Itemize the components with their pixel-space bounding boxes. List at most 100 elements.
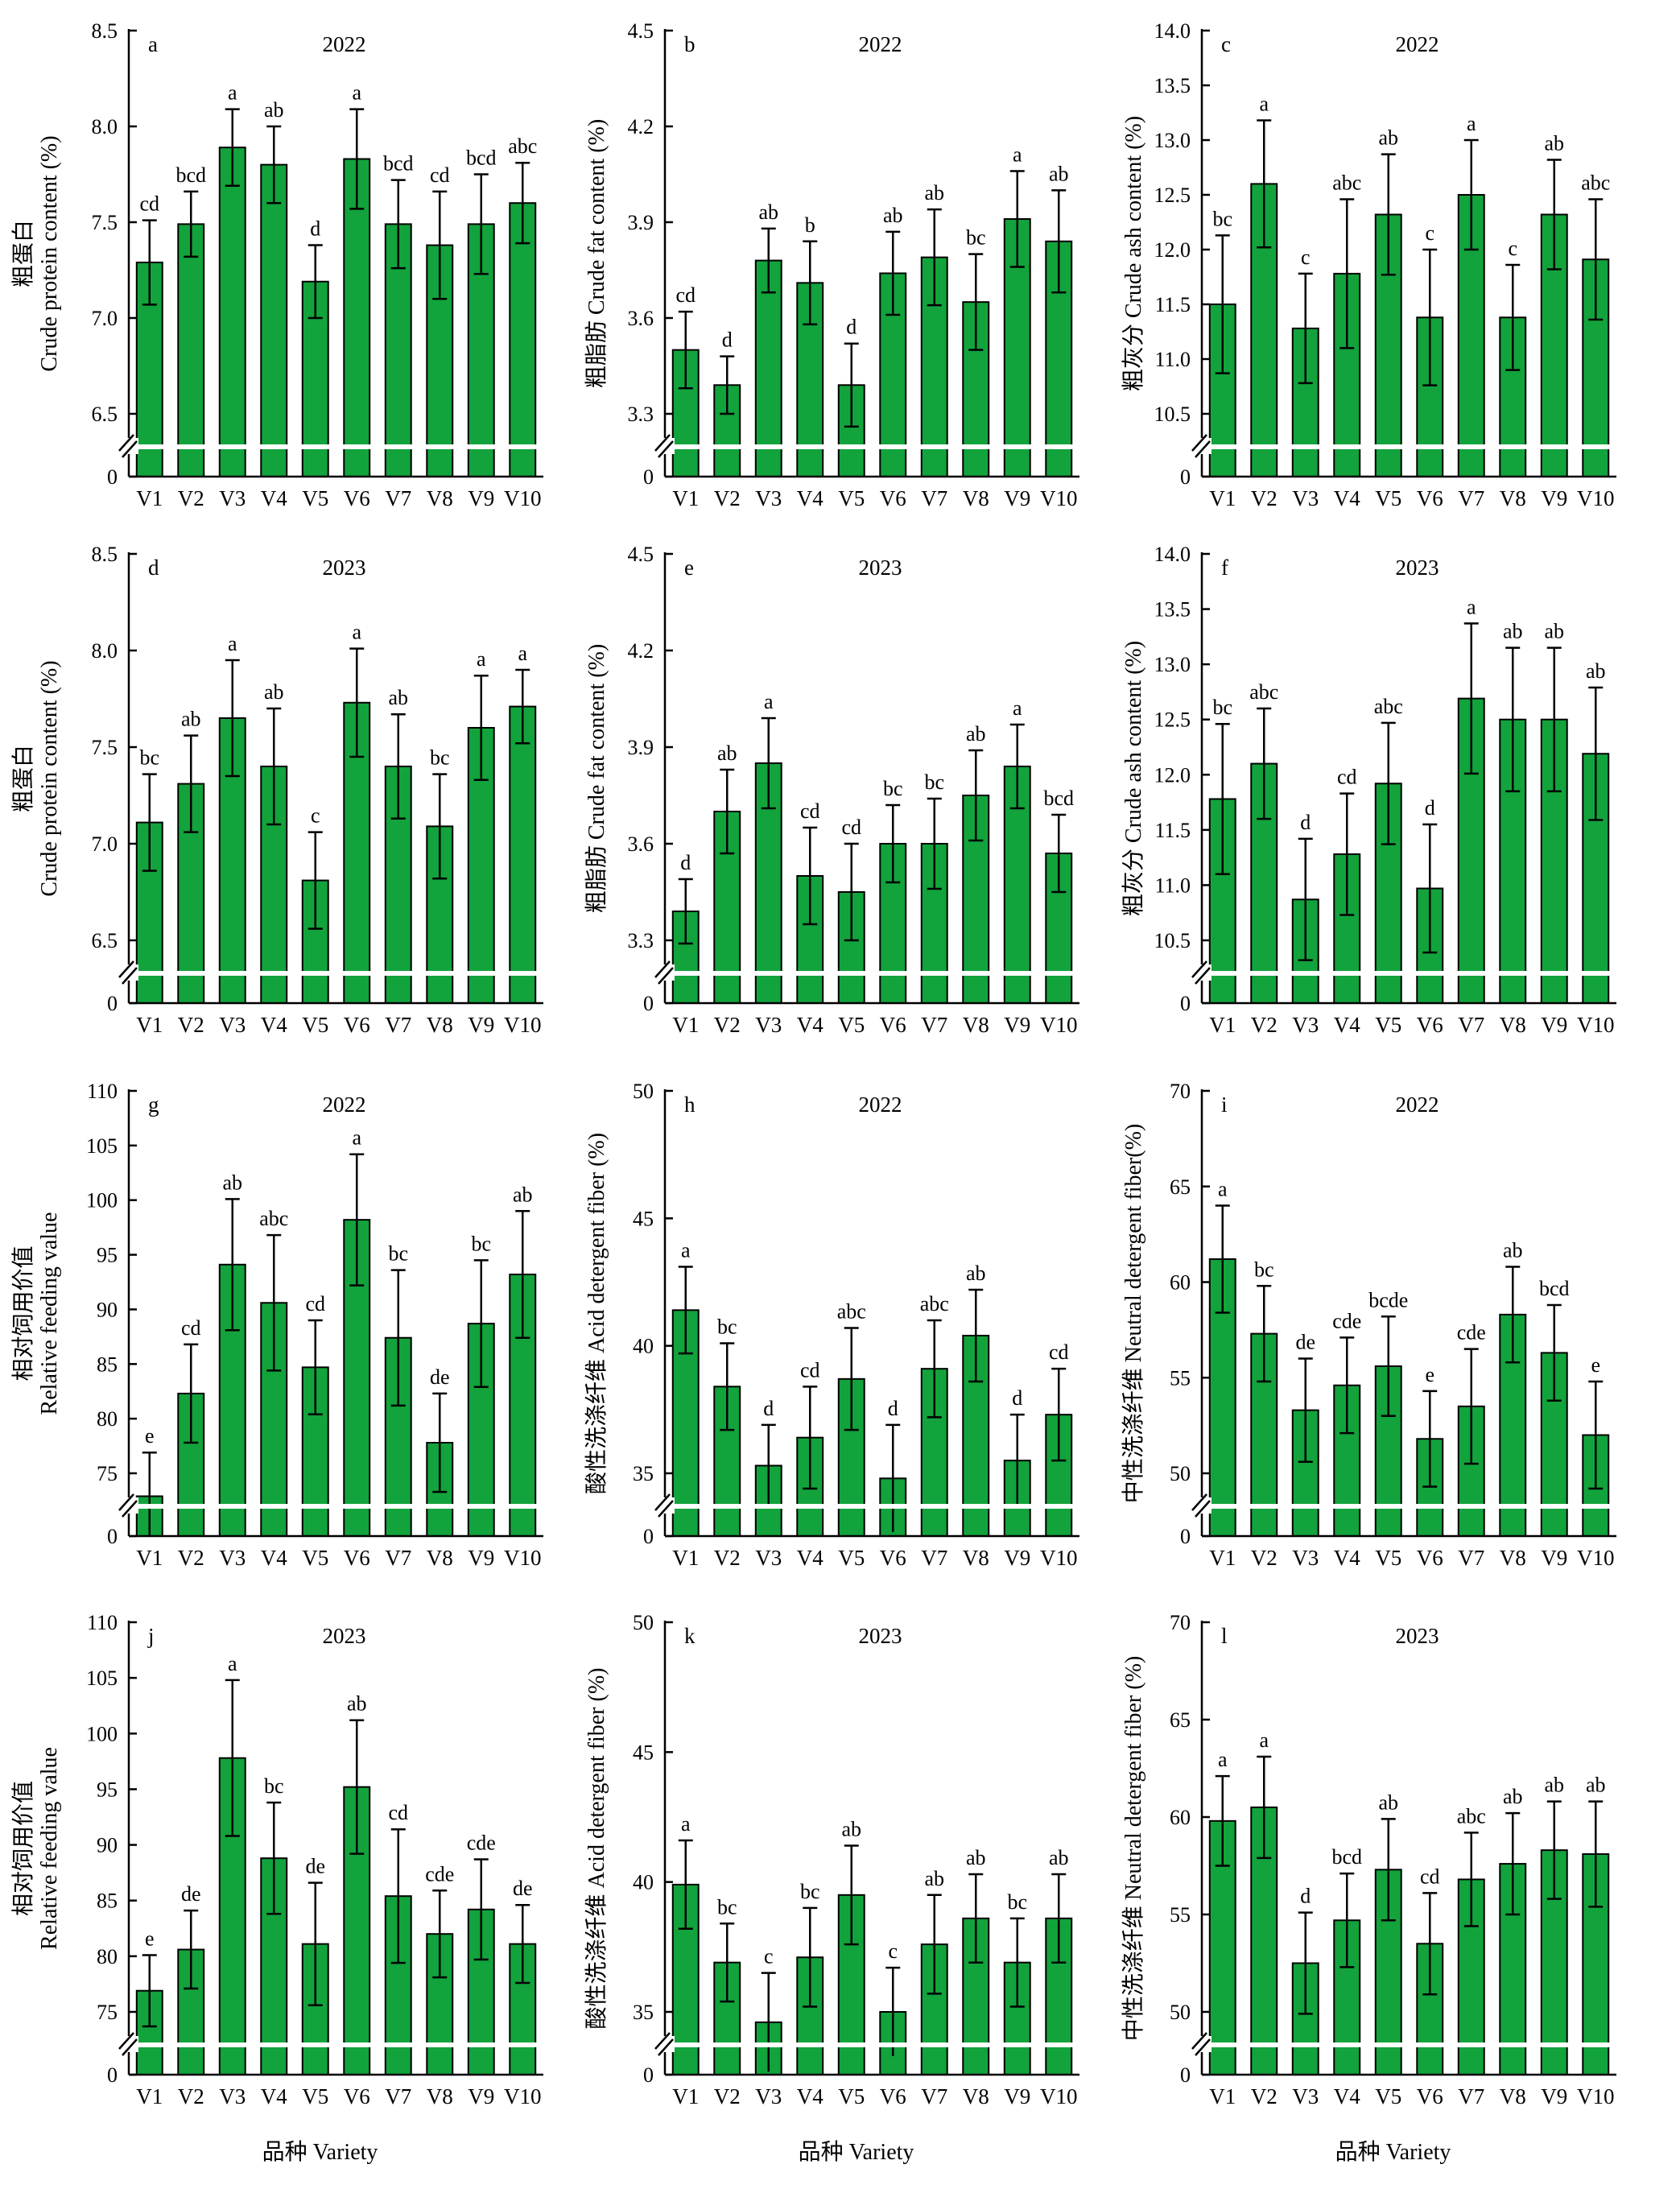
panel-year: 2022 — [859, 32, 902, 56]
axis-break-mark — [1191, 1493, 1207, 1511]
significance-letter: ab — [1544, 1774, 1564, 1797]
y-tick-label: 4.2 — [628, 639, 654, 663]
y-axis-label: 中性洗涤纤维 Neutral detergent fiber(%) — [1121, 1124, 1146, 1503]
x-tick-label: V9 — [468, 2084, 494, 2108]
significance-letter: e — [1425, 1363, 1434, 1386]
significance-letter: bcd — [175, 163, 206, 187]
significance-letter: bcd — [1331, 1845, 1362, 1869]
x-tick-label: V3 — [1292, 1546, 1319, 1570]
significance-letter: bc — [717, 1895, 737, 1918]
x-tick-label: V3 — [219, 1546, 246, 1570]
axis-break-band — [1203, 2042, 1618, 2047]
axis-break-gap — [655, 964, 675, 981]
significance-letter: bc — [800, 1880, 820, 1903]
axis-break-gap — [1192, 1497, 1211, 1514]
significance-letter: c — [1425, 221, 1434, 245]
axis-break-mark — [658, 967, 674, 985]
significance-letter: a — [764, 690, 774, 713]
x-tick-label: V8 — [427, 2084, 453, 2108]
y-tick-label: 100 — [86, 1189, 118, 1212]
axis-break-band — [1203, 971, 1618, 976]
significance-letter: ab — [1378, 1790, 1398, 1814]
y-tick-label: 75 — [97, 1462, 118, 1485]
significance-letter: bc — [388, 1242, 408, 1266]
x-tick-label: V10 — [1040, 1013, 1078, 1037]
x-tick-label: V7 — [385, 2084, 411, 2108]
x-tick-label: V10 — [1577, 1013, 1615, 1037]
significance-letter: ab — [924, 181, 944, 204]
significance-letter: bc — [471, 1232, 491, 1255]
panel-label: b — [684, 32, 696, 56]
significance-letter: e — [145, 1927, 155, 1950]
panel-g: e V1 cd V2 ab V3 abc V4 cd V5 a V6 bc V7 de V8 bc V9 ab V10… — [10, 1080, 545, 1570]
y-tick-label: 105 — [86, 1134, 118, 1158]
y-axis-label-en: Crude fat content (%) — [584, 119, 609, 315]
bar — [1333, 272, 1361, 478]
y-tick-label: 0 — [643, 1525, 654, 1548]
significance-letter: bc — [1007, 1890, 1027, 1914]
x-tick-label: V10 — [504, 486, 542, 510]
y-axis-label-en: Relative feeding value — [37, 1212, 62, 1415]
x-tick-label: V4 — [261, 1013, 287, 1037]
y-axis-label-en: Crude ash content (%) — [1121, 641, 1146, 843]
x-tick-label: V8 — [963, 1546, 989, 1570]
significance-letter: d — [1012, 1386, 1022, 1410]
significance-letter: cd — [1420, 1865, 1440, 1888]
significance-letter: bcd — [1539, 1277, 1570, 1300]
x-tick-label: V1 — [136, 2084, 163, 2108]
y-tick-label: 90 — [97, 1298, 118, 1321]
significance-letter: bcd — [1043, 787, 1074, 810]
significance-letter: abc — [508, 134, 537, 158]
y-axis-label: 粗脂肪 Crude fat content (%) — [584, 644, 609, 913]
y-tick-label: 55 — [1170, 1903, 1191, 1927]
x-tick-label: V10 — [1577, 1546, 1615, 1570]
x-tick-label: V1 — [136, 1013, 163, 1037]
axis-break-gap — [119, 964, 138, 981]
x-tick-label: V4 — [797, 2084, 823, 2108]
bar — [177, 223, 205, 477]
y-tick-label: 13.5 — [1154, 74, 1191, 97]
x-tick-label: V9 — [1541, 1013, 1567, 1037]
y-tick-label: 7.0 — [92, 832, 118, 856]
x-tick-label: V7 — [1458, 1546, 1484, 1570]
significance-letter: a — [477, 647, 486, 671]
bar — [796, 1956, 824, 2075]
x-tick-label: V6 — [880, 2084, 906, 2108]
x-tick-label: V1 — [672, 1013, 699, 1037]
y-tick-label: 8.0 — [92, 115, 118, 138]
y-tick-label: 50 — [1170, 1462, 1191, 1485]
significance-letter: cd — [675, 283, 696, 307]
y-tick-label: 55 — [1170, 1366, 1191, 1390]
x-tick-label: V7 — [385, 486, 411, 510]
y-tick-label: 0 — [643, 465, 654, 489]
significance-letter: ab — [1544, 131, 1564, 155]
y-tick-label: 40 — [633, 1335, 654, 1358]
significance-letter: d — [846, 316, 857, 339]
x-tick-label: V1 — [672, 486, 699, 510]
significance-letter: d — [1300, 811, 1311, 834]
axis-break-band — [1203, 444, 1618, 449]
x-tick-label: V10 — [504, 1013, 542, 1037]
y-tick-label: 3.3 — [628, 403, 654, 426]
y-tick-label: 110 — [87, 1611, 118, 1634]
axis-break-mark — [654, 960, 671, 978]
y-tick-label: 45 — [633, 1207, 654, 1230]
significance-letter: d — [763, 1397, 774, 1420]
y-tick-label: 65 — [1170, 1708, 1191, 1732]
x-tick-label: V9 — [1541, 1546, 1567, 1570]
axis-break-gap — [119, 1497, 138, 1514]
x-tick-label: V5 — [838, 1546, 865, 1570]
y-tick-label: 70 — [1170, 1611, 1191, 1634]
panel-year: 2022 — [323, 32, 366, 56]
y-tick-label: 10.5 — [1154, 929, 1191, 952]
significance-letter: cd — [800, 1358, 820, 1382]
significance-letter: a — [518, 642, 527, 665]
panel-d: bc V1 ab V2 a V3 ab V4 c V5 a V6 ab V7 bc V8 a V9 a V10 0 6.5… — [10, 543, 545, 1037]
axis-break-mark — [658, 2038, 674, 2056]
axis-break-band — [667, 2042, 1081, 2047]
x-tick-label: V8 — [1500, 2084, 1526, 2108]
x-tick-label: V8 — [1500, 486, 1526, 510]
x-tick-label: V4 — [1334, 2084, 1360, 2108]
y-axis-label-cn: 粗灰分 — [1121, 843, 1146, 916]
x-tick-label: V5 — [302, 2084, 328, 2108]
